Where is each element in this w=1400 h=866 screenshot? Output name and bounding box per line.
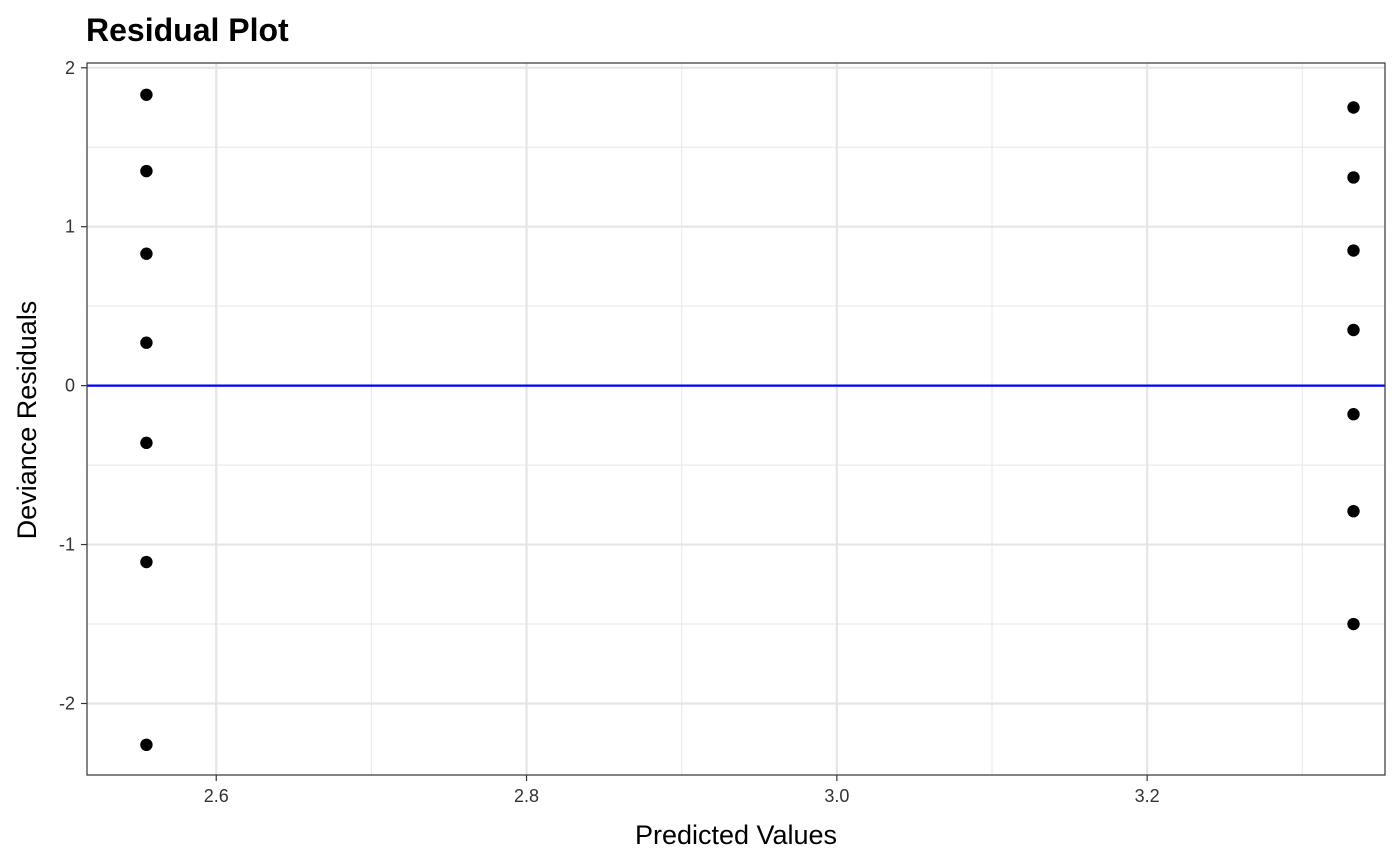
data-point — [1347, 323, 1360, 337]
data-point — [140, 436, 153, 450]
x-tick-label: 2.8 — [514, 786, 539, 806]
data-point — [1347, 408, 1360, 421]
panel-border — [86, 62, 1386, 776]
x-axis-label: Predicted Values — [635, 820, 837, 850]
x-tick-label: 3.0 — [824, 786, 849, 806]
y-tick-label: 2 — [65, 58, 75, 78]
data-point — [140, 88, 153, 101]
data-point — [1347, 171, 1360, 184]
y-tick-label: -2 — [59, 693, 75, 713]
data-point — [140, 164, 153, 178]
chart-title: Residual Plot — [86, 12, 289, 48]
data-point — [140, 555, 153, 569]
x-tick-label: 2.6 — [204, 786, 229, 806]
data-point — [1347, 617, 1360, 631]
data-point — [1347, 244, 1360, 257]
data-point — [140, 738, 153, 752]
data-point — [1347, 101, 1360, 114]
y-tick-label: 1 — [65, 217, 75, 237]
data-point — [140, 247, 153, 260]
x-tick-label: 3.2 — [1135, 786, 1160, 806]
data-point — [140, 336, 153, 349]
y-axis-label: Deviance Residuals — [12, 301, 42, 540]
y-tick-label: -1 — [59, 535, 75, 555]
plot-area: 2.6 2.8 3.0 3.2 -2 -1 0 1 2 — [59, 58, 1386, 806]
data-point — [1347, 504, 1360, 518]
y-tick-label: 0 — [65, 376, 75, 396]
